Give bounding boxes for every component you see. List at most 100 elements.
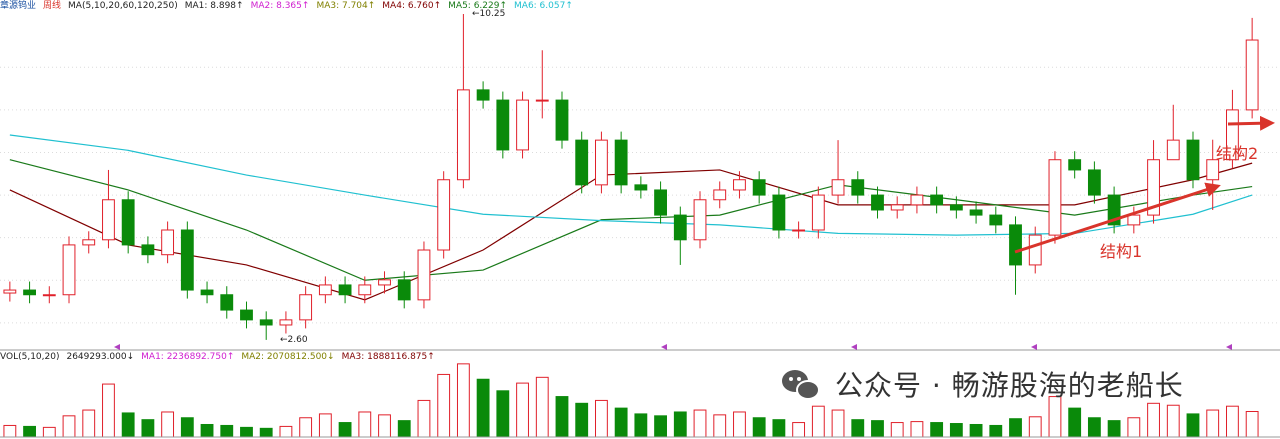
marker (1226, 344, 1232, 350)
candle-body (358, 284, 372, 296)
candle-body (476, 89, 490, 101)
readout: MA6: 6.057↑ (514, 1, 573, 11)
stock-name: 章源钨业 (0, 1, 37, 11)
volume-bar (595, 399, 608, 438)
wechat-icon (782, 370, 820, 400)
candle-body (3, 289, 17, 294)
volume-bar (1028, 416, 1042, 438)
volume-bar (102, 383, 115, 438)
candle-body (1068, 159, 1082, 171)
candle-body (62, 244, 76, 296)
volume-bar (397, 420, 411, 438)
candle-body (595, 139, 608, 186)
candle-body (82, 239, 96, 246)
readout: MA2: 2070812.500↓ (241, 352, 335, 362)
readout-label: VOL(5,10,20) (0, 352, 60, 362)
readout: MA5: 6.229↑ (448, 1, 508, 11)
candle-body (871, 194, 884, 211)
high-annotation: ←10.25 (472, 9, 506, 19)
volume-bar (634, 413, 648, 438)
readout: MA1: 2236892.750↑ (141, 352, 235, 362)
price-pane (0, 14, 1280, 340)
volume-bar (851, 419, 865, 438)
volume-bar (82, 409, 96, 438)
candle-body (614, 139, 628, 186)
candle-body (259, 319, 273, 326)
readout: MA4: 6.760↑ (382, 1, 442, 11)
candle-body (180, 229, 194, 291)
volume-bar (1245, 411, 1259, 438)
readout: MA2: 8.365↑ (250, 1, 310, 11)
candle-body (378, 279, 391, 286)
candle-body (1166, 139, 1180, 161)
candle-body (989, 214, 1003, 226)
annotation: 结构2 (1216, 144, 1259, 163)
marker (661, 344, 667, 350)
candle-body (1009, 224, 1022, 266)
volume-bar (1107, 420, 1121, 438)
volume-bar (811, 405, 825, 438)
candle-body (1226, 109, 1239, 161)
volume-bar (989, 424, 1003, 438)
volume-bar (3, 424, 17, 438)
candle-body (1107, 194, 1121, 226)
candle-body (910, 194, 924, 206)
volume-bar (378, 414, 391, 438)
candle-body (220, 294, 234, 311)
candle-body (535, 99, 549, 102)
candle-body (772, 194, 786, 231)
readout: MA3: 7.704↑ (316, 1, 376, 11)
candle-body (673, 214, 687, 241)
candle-body (42, 294, 56, 297)
volume-bar (1127, 417, 1141, 438)
ma-line (9, 162, 1253, 301)
volume-bar (121, 412, 135, 438)
ma-line (9, 159, 1253, 281)
volume-bar (930, 422, 944, 438)
volume-bar (279, 425, 293, 438)
watermark: 公众号 · 畅游股海的老船长 (835, 369, 1184, 402)
candle-body (949, 204, 963, 211)
candle-body (121, 199, 135, 246)
volume-bar (318, 413, 332, 438)
candle-body (102, 199, 115, 241)
volume-bar (516, 382, 529, 438)
volume-bar (555, 396, 569, 438)
volume-bar (456, 363, 470, 438)
candle-body (456, 89, 470, 181)
volume-bar (772, 419, 786, 438)
volume-bar (358, 411, 372, 438)
candle-body (1245, 39, 1259, 111)
candle-body (713, 189, 727, 201)
volume-bar (713, 414, 727, 438)
readout: MA1: 8.898↑ (184, 1, 244, 11)
candle-body (831, 179, 845, 196)
volume-bar (417, 399, 431, 438)
volume-bar (62, 415, 76, 438)
candle-body (851, 179, 865, 196)
candle-body (733, 179, 746, 191)
candle-body (318, 284, 332, 296)
candle-body (654, 189, 667, 216)
candle-body (930, 194, 944, 206)
volume-bar (693, 409, 707, 438)
candle-body (1048, 159, 1062, 236)
marker (1031, 344, 1037, 350)
readout-label: MA(5,10,20,60,120,250) (68, 1, 178, 11)
volume-bar (673, 411, 687, 438)
volume-bar (1147, 402, 1160, 438)
volume-bar (299, 417, 313, 438)
candle-body (437, 179, 451, 251)
ma-line (9, 134, 1253, 236)
volume-bar (476, 378, 490, 438)
volume-bar (949, 423, 963, 438)
volume-bar (496, 390, 510, 438)
arrow (1227, 115, 1275, 131)
candle-body (161, 229, 175, 256)
period: 周线 (43, 1, 62, 11)
volume-bar (338, 422, 352, 438)
volume-bar (614, 407, 628, 438)
volume-bar (733, 411, 746, 438)
